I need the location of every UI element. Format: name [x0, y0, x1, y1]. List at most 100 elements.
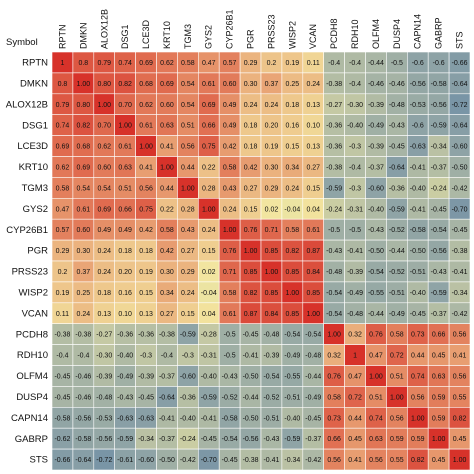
cell-value: 0.16: [286, 123, 300, 130]
cell-value: -0.3: [349, 144, 361, 151]
cell-value: -0.49: [347, 290, 363, 297]
column-label-rdh10: RDH10: [350, 19, 360, 49]
cell-value: 0.76: [327, 373, 341, 380]
cell-value: -0.5: [349, 227, 361, 234]
cell-value: 0.28: [181, 206, 195, 213]
row-label-cyp26b1: CYP26B1: [6, 225, 48, 236]
cell-value: -0.36: [138, 332, 154, 339]
cell-value: 0.11: [56, 311, 69, 318]
cell-value: 0.27: [306, 164, 320, 171]
cell-value: 1.00: [244, 248, 258, 255]
row-label-dsg1: DSG1: [22, 120, 48, 131]
cell-value: 0.04: [202, 311, 216, 318]
cell-value: -0.54: [431, 227, 447, 234]
cell-value: 0.20: [265, 123, 279, 130]
cell-value: -0.50: [410, 248, 426, 255]
cell-value: -0.51: [263, 415, 279, 422]
cell-value: 0.42: [160, 248, 174, 255]
cell-value: -0.56: [96, 436, 112, 443]
column-label-pgr: PGR: [246, 29, 256, 49]
cell-value: -0.37: [159, 436, 175, 443]
cell-value: -0.54: [326, 311, 342, 318]
cell-value: 0.55: [453, 394, 467, 401]
column-label-wisp2: WISP2: [287, 21, 297, 49]
cell-value: 0.29: [265, 185, 279, 192]
cell-value: 0.15: [286, 144, 300, 151]
cell-value: -0.48: [326, 269, 342, 276]
cell-value: -0.36: [180, 394, 196, 401]
cell-value: 1.00: [97, 102, 111, 109]
cell-value: 0.24: [265, 102, 279, 109]
cell-value: -0.52: [263, 394, 279, 401]
cell-value: -0.37: [305, 436, 321, 443]
cell-value: 0.51: [181, 123, 195, 130]
cell-value: 0.58: [286, 227, 300, 234]
cell-value: 0.58: [223, 290, 237, 297]
cell-value: 0.51: [390, 373, 404, 380]
cell-value: 0.60: [223, 81, 237, 88]
cell-value: 0.72: [348, 394, 362, 401]
cell-value: -0.5: [224, 332, 236, 339]
cell-value: 0.29: [244, 60, 258, 67]
cell-value: -0.46: [368, 81, 384, 88]
cell-value: -0.40: [410, 290, 426, 297]
cell-value: -0.63: [410, 144, 426, 151]
cell-value: 0.15: [244, 206, 258, 213]
cell-value: 0.13: [139, 311, 153, 318]
row-label-gabrp: GABRP: [15, 434, 48, 445]
cell-value: 0.49: [118, 227, 132, 234]
cell-value: -0.54: [284, 332, 300, 339]
cell-value: -0.41: [452, 269, 468, 276]
cell-value: 0.18: [244, 144, 258, 151]
cell-value: -0.43: [263, 436, 279, 443]
cell-value: 0.13: [306, 144, 320, 151]
cell-value: 0.74: [411, 373, 425, 380]
cell-value: -0.58: [431, 81, 447, 88]
cell-value: -0.24: [431, 185, 447, 192]
cell-value: 1.00: [306, 311, 320, 318]
cell-value: -0.27: [326, 102, 342, 109]
cell-value: 0.49: [223, 102, 237, 109]
cell-value: -0.39: [138, 373, 154, 380]
cell-value: 0.47: [202, 60, 216, 67]
column-label-rptn: RPTN: [58, 25, 68, 50]
cell-value: 0.20: [118, 269, 132, 276]
column-label-alox12b: ALOX12B: [99, 9, 109, 49]
cell-value: 0.24: [97, 269, 111, 276]
cell-value: 0.54: [181, 81, 195, 88]
cell-value: 0.18: [139, 248, 153, 255]
cell-value: 0.62: [97, 144, 111, 151]
cell-value: -0.50: [368, 248, 384, 255]
cell-value: 0.75: [139, 206, 153, 213]
cell-value: -0.38: [452, 248, 468, 255]
cell-value: 0.41: [139, 164, 153, 171]
cell-value: 0.49: [97, 227, 111, 234]
cell-value: 0.18: [97, 290, 111, 297]
cell-value: -0.4: [328, 60, 340, 67]
cell-value: 0.82: [286, 248, 300, 255]
cell-value: 0.73: [327, 415, 341, 422]
cell-value: 0.45: [453, 436, 467, 443]
cell-value: -0.51: [284, 394, 300, 401]
cell-value: 0.56: [139, 185, 153, 192]
cell-value: 1.00: [369, 373, 383, 380]
cell-value: 0.45: [432, 457, 446, 464]
cell-value: 0.66: [202, 123, 216, 130]
cell-value: 0.56: [453, 373, 467, 380]
cell-value: -0.37: [159, 373, 175, 380]
cell-value: 0.66: [432, 332, 446, 339]
cell-value: -0.4: [56, 353, 68, 360]
cell-value: 1.00: [202, 206, 216, 213]
column-label-krt10: KRT10: [162, 21, 172, 49]
cell-value: 0.80: [97, 81, 111, 88]
cell-value: 0.29: [56, 248, 70, 255]
cell-value: 0.37: [77, 269, 91, 276]
cell-value: -0.72: [452, 102, 468, 109]
cell-value: 1.00: [181, 185, 195, 192]
cell-value: -0.59: [389, 206, 405, 213]
cell-value: -0.59: [117, 436, 133, 443]
cell-value: 0.62: [160, 60, 174, 67]
cell-value: 0.44: [411, 353, 425, 360]
cell-value: 0.47: [56, 206, 70, 213]
cell-value: -0.24: [326, 206, 342, 213]
